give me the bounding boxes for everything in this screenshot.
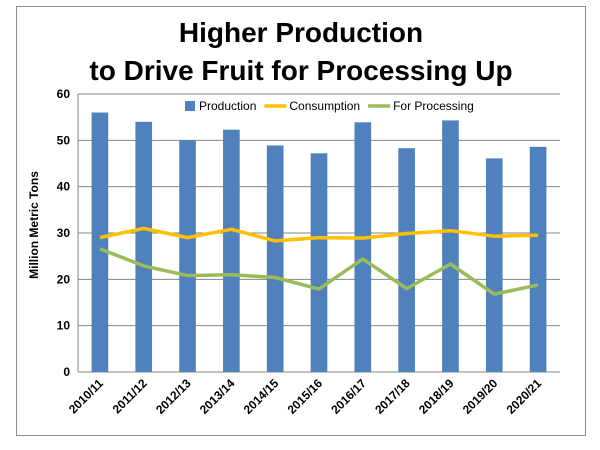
x-tick-label: 2020/21 xyxy=(504,376,545,417)
y-tick-label: 60 xyxy=(57,87,71,101)
x-tick-label: 2018/19 xyxy=(416,376,457,417)
bar-production-2018-19 xyxy=(442,120,459,372)
chart-title-line-1: Higher Production xyxy=(178,17,424,48)
x-tick-labels: 2010/11 2011/12 2012/13 2013/14 2014/15 2015/… xyxy=(66,376,545,417)
legend: Production Consumption For Processing xyxy=(185,99,474,113)
bar-production-2014-15 xyxy=(266,145,284,372)
x-tick-label: 2014/15 xyxy=(241,376,282,417)
bar-production-2010-11 xyxy=(91,112,109,373)
x-tick-label: 2019/20 xyxy=(460,376,501,417)
legend-swatch-production xyxy=(185,101,195,111)
y-axis-label: Million Metric Tons xyxy=(27,171,41,279)
legend-label-for-processing: For Processing xyxy=(393,99,474,113)
y-tick-labels: 0 10 20 30 40 50 60 xyxy=(57,87,71,379)
bar-production-2017-18 xyxy=(398,148,415,372)
y-tick-label: 10 xyxy=(57,319,71,333)
bar-production-2013-14 xyxy=(223,129,240,372)
x-tick-label: 2015/16 xyxy=(285,376,326,417)
x-tick-label: 2013/14 xyxy=(197,376,238,417)
series-lines xyxy=(99,226,539,296)
x-tick-label: 2011/12 xyxy=(110,376,150,416)
y-tick-label: 30 xyxy=(57,226,71,240)
x-tick-label: 2017/18 xyxy=(372,376,413,417)
x-tick-label: 2016/17 xyxy=(328,376,369,417)
bar-production-2019-20 xyxy=(485,158,503,372)
chart-title-line-2: to Drive Fruit for Processing Up xyxy=(89,55,513,86)
legend-label-production: Production xyxy=(199,99,256,113)
legend-label-consumption: Consumption xyxy=(289,99,360,113)
bar-production-2020-21 xyxy=(529,146,547,372)
line-consumption xyxy=(99,226,539,243)
bar-production-2016-17 xyxy=(354,122,372,372)
bar-production-2015-16 xyxy=(310,153,328,372)
y-tick-label: 40 xyxy=(57,180,71,194)
y-tick-label: 20 xyxy=(57,272,71,286)
y-tick-label: 0 xyxy=(63,365,70,379)
chart-title: Higher Production to Drive Fruit for Pro… xyxy=(16,14,586,90)
y-tick-label: 50 xyxy=(57,133,71,147)
bar-production-2011-12 xyxy=(135,121,153,372)
line-for-processing xyxy=(99,247,539,296)
x-tick-label: 2012/13 xyxy=(153,376,194,417)
production-bars xyxy=(91,112,547,373)
bar-production-2012-13 xyxy=(179,140,196,372)
x-tick-label: 2010/11 xyxy=(66,376,106,416)
